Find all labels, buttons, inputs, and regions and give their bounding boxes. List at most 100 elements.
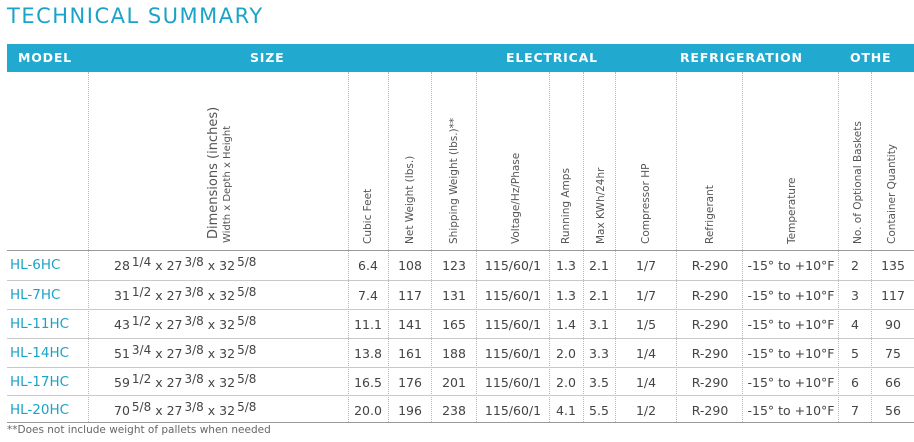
qty-cell: 117 bbox=[881, 288, 905, 303]
header-running-amps-label: Running Amps bbox=[560, 168, 572, 244]
ship-cell: 238 bbox=[442, 403, 466, 418]
temp-cell: -15° to +10°F bbox=[747, 403, 835, 418]
dimension-whole: 27 bbox=[166, 375, 183, 390]
header-net-weight-label: Net Weight (lbs.) bbox=[404, 155, 416, 244]
net-cell: 161 bbox=[398, 346, 422, 361]
kwh-cell: 3.1 bbox=[589, 317, 609, 332]
hp-cell: 1/7 bbox=[635, 288, 657, 303]
hp-cell: 1/5 bbox=[635, 317, 657, 332]
baskets-cell: 4 bbox=[851, 317, 859, 332]
ship-cell: 201 bbox=[442, 375, 466, 390]
refrig-cell: R-290 bbox=[691, 346, 729, 361]
row-divider bbox=[7, 309, 914, 310]
model-cell: HL-20HC bbox=[10, 402, 70, 418]
refrig-cell: R-290 bbox=[691, 288, 729, 303]
volt-cell: 115/60/1 bbox=[484, 375, 542, 390]
header-voltage-label: Voltage/Hz/Phase bbox=[510, 152, 522, 244]
baskets-cell: 5 bbox=[851, 346, 859, 361]
amps-cell: 1.3 bbox=[556, 258, 576, 273]
dimensions-cell: 70 5/8 x 27 3/8 x 32 5/8 bbox=[114, 396, 256, 425]
kwh-cell: 2.1 bbox=[589, 288, 609, 303]
header-container-qty: Container Quantity bbox=[872, 72, 914, 250]
header-shipping-weight-label: Shipping Weight (lbs.)** bbox=[448, 117, 460, 244]
header-optional-baskets-label: No. of Optional Baskets bbox=[852, 121, 864, 244]
dimension-whole: 32 bbox=[219, 288, 236, 303]
dimension-separator: x bbox=[203, 258, 220, 273]
qty-cell: 66 bbox=[885, 375, 901, 390]
header-optional-baskets: No. of Optional Baskets bbox=[840, 72, 872, 250]
hp-cell: 1/4 bbox=[635, 346, 657, 361]
header-dimensions-label: Dimensions (inches) bbox=[206, 106, 221, 239]
dimension-separator: x bbox=[151, 317, 167, 332]
model-cell: HL-7HC bbox=[10, 287, 61, 303]
model-cell: HL-11HC bbox=[10, 316, 70, 332]
dimension-fraction: 1/4 bbox=[131, 255, 152, 269]
kwh-cell: 2.1 bbox=[589, 258, 609, 273]
cubic-cell: 11.1 bbox=[354, 317, 382, 332]
row-divider bbox=[7, 422, 914, 423]
dimensions-cell: 51 3/4 x 27 3/8 x 32 5/8 bbox=[114, 339, 256, 368]
dimension-separator: x bbox=[203, 403, 220, 418]
baskets-cell: 3 bbox=[851, 288, 859, 303]
ship-cell: 165 bbox=[442, 317, 466, 332]
header-refrigerant-label: Refrigerant bbox=[704, 185, 716, 244]
hp-cell: 1/4 bbox=[635, 375, 657, 390]
qty-cell: 90 bbox=[885, 317, 901, 332]
column-divider bbox=[388, 72, 389, 422]
volt-cell: 115/60/1 bbox=[484, 258, 542, 273]
header-net-weight: Net Weight (lbs.) bbox=[390, 72, 430, 250]
dimension-whole: 32 bbox=[219, 258, 236, 273]
kwh-cell: 3.3 bbox=[589, 346, 609, 361]
qty-cell: 75 bbox=[885, 346, 901, 361]
dimensions-cell: 43 1/2 x 27 3/8 x 32 5/8 bbox=[114, 310, 256, 339]
dimension-whole: 59 bbox=[114, 375, 130, 390]
column-divider bbox=[615, 72, 616, 422]
ship-cell: 123 bbox=[442, 258, 466, 273]
header-dimensions-sublabel: Width x Depth x Height bbox=[222, 125, 233, 243]
dimension-whole: 27 bbox=[166, 288, 183, 303]
dimension-separator: x bbox=[203, 375, 220, 390]
dimension-separator: x bbox=[203, 317, 220, 332]
temp-cell: -15° to +10°F bbox=[747, 346, 835, 361]
footnote: **Does not include weight of pallets whe… bbox=[7, 424, 271, 436]
dimension-fraction: 3/8 bbox=[184, 314, 204, 328]
column-divider bbox=[583, 72, 584, 422]
refrig-cell: R-290 bbox=[691, 403, 729, 418]
dimension-whole: 28 bbox=[114, 258, 130, 273]
column-divider bbox=[871, 72, 872, 422]
group-size: SIZE bbox=[250, 50, 285, 65]
group-electrical: ELECTRICAL bbox=[506, 50, 598, 65]
temp-cell: -15° to +10°F bbox=[747, 288, 835, 303]
column-divider bbox=[88, 72, 89, 422]
dimension-whole: 27 bbox=[166, 403, 183, 418]
cubic-cell: 20.0 bbox=[354, 403, 382, 418]
column-divider bbox=[838, 72, 839, 422]
dimension-fraction: 5/8 bbox=[237, 343, 257, 357]
amps-cell: 1.4 bbox=[556, 317, 576, 332]
header-running-amps: Running Amps bbox=[550, 72, 580, 250]
row-divider bbox=[7, 338, 914, 339]
header-shipping-weight: Shipping Weight (lbs.)** bbox=[432, 72, 476, 250]
dimension-whole: 32 bbox=[219, 346, 236, 361]
header-refrigerant: Refrigerant bbox=[678, 72, 742, 250]
ship-cell: 131 bbox=[442, 288, 466, 303]
dimension-separator: x bbox=[203, 288, 220, 303]
header-compressor-hp: Compressor HP bbox=[616, 72, 676, 250]
dimension-whole: 70 bbox=[114, 403, 130, 418]
dimension-whole: 27 bbox=[166, 258, 183, 273]
amps-cell: 1.3 bbox=[556, 288, 576, 303]
dimension-whole: 51 bbox=[114, 346, 130, 361]
dimension-separator: x bbox=[151, 288, 167, 303]
dimension-fraction: 5/8 bbox=[237, 400, 257, 414]
dimension-fraction: 5/8 bbox=[131, 400, 152, 414]
column-divider bbox=[742, 72, 743, 422]
qty-cell: 56 bbox=[885, 403, 901, 418]
header-dimensions: Dimensions (inches) Width x Depth x Heig… bbox=[190, 72, 233, 250]
baskets-cell: 7 bbox=[851, 403, 859, 418]
group-header-band bbox=[7, 44, 914, 72]
page-title: TECHNICAL SUMMARY bbox=[7, 4, 264, 28]
group-other: OTHE bbox=[850, 50, 892, 65]
dimension-whole: 32 bbox=[219, 317, 236, 332]
volt-cell: 115/60/1 bbox=[484, 317, 542, 332]
cubic-cell: 6.4 bbox=[358, 258, 378, 273]
